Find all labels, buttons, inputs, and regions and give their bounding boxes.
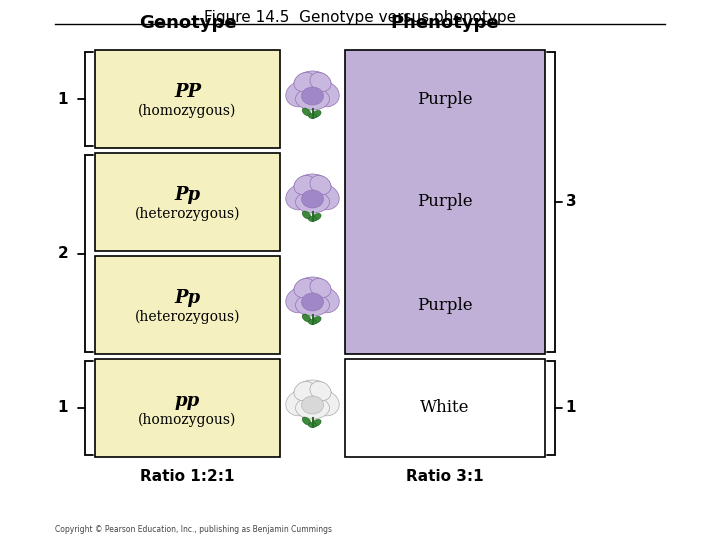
Text: Ratio 3:1: Ratio 3:1: [406, 469, 484, 484]
Ellipse shape: [294, 71, 331, 101]
Text: 1: 1: [58, 401, 68, 415]
Ellipse shape: [308, 320, 317, 325]
FancyBboxPatch shape: [95, 153, 280, 251]
Text: Genotype: Genotype: [139, 14, 236, 32]
Ellipse shape: [294, 72, 315, 92]
Ellipse shape: [302, 190, 323, 208]
FancyBboxPatch shape: [345, 50, 545, 354]
Text: Purple: Purple: [417, 91, 473, 107]
Ellipse shape: [308, 113, 317, 118]
Text: White: White: [420, 400, 469, 416]
Ellipse shape: [310, 184, 339, 210]
Ellipse shape: [302, 293, 323, 311]
Ellipse shape: [302, 108, 311, 116]
Ellipse shape: [310, 279, 331, 298]
Text: 3: 3: [566, 194, 576, 210]
Text: Ratio 1:2:1: Ratio 1:2:1: [140, 469, 235, 484]
Ellipse shape: [286, 287, 315, 313]
FancyBboxPatch shape: [345, 359, 545, 457]
Ellipse shape: [294, 279, 315, 298]
Ellipse shape: [310, 72, 331, 92]
FancyBboxPatch shape: [95, 50, 280, 148]
Ellipse shape: [302, 417, 311, 425]
Text: Purple: Purple: [417, 296, 473, 314]
Ellipse shape: [286, 81, 315, 107]
Text: PP: PP: [174, 83, 201, 101]
Ellipse shape: [310, 81, 339, 107]
Text: 1: 1: [58, 91, 68, 106]
Ellipse shape: [294, 381, 315, 401]
Ellipse shape: [308, 217, 317, 221]
Text: Figure 14.5  Genotype versus phenotype: Figure 14.5 Genotype versus phenotype: [204, 10, 516, 25]
Text: Pp: Pp: [174, 289, 201, 307]
Ellipse shape: [294, 176, 315, 194]
Ellipse shape: [294, 380, 331, 410]
Text: pp: pp: [175, 392, 200, 410]
Text: Pp: Pp: [174, 186, 201, 204]
Ellipse shape: [312, 213, 321, 221]
Ellipse shape: [302, 211, 311, 219]
Text: (homozygous): (homozygous): [138, 413, 237, 427]
Text: 2: 2: [58, 246, 68, 261]
Ellipse shape: [286, 184, 315, 210]
Text: (heterozygous): (heterozygous): [135, 207, 240, 221]
Ellipse shape: [310, 390, 339, 416]
Ellipse shape: [295, 191, 330, 213]
FancyBboxPatch shape: [95, 256, 280, 354]
Ellipse shape: [302, 396, 323, 414]
Text: Phenotype: Phenotype: [391, 14, 499, 32]
Ellipse shape: [295, 294, 330, 316]
Ellipse shape: [295, 397, 330, 419]
Text: (heterozygous): (heterozygous): [135, 310, 240, 324]
Ellipse shape: [312, 420, 321, 427]
Ellipse shape: [308, 422, 317, 428]
Ellipse shape: [310, 381, 331, 401]
Text: Copyright © Pearson Education, Inc., publishing as Benjamin Cummings: Copyright © Pearson Education, Inc., pub…: [55, 525, 332, 534]
Text: (homozygous): (homozygous): [138, 104, 237, 118]
Ellipse shape: [310, 287, 339, 313]
Ellipse shape: [312, 110, 321, 118]
Ellipse shape: [294, 174, 331, 204]
Ellipse shape: [286, 390, 315, 416]
Text: 1: 1: [566, 401, 576, 415]
Ellipse shape: [302, 314, 311, 322]
Ellipse shape: [302, 87, 323, 105]
Ellipse shape: [310, 176, 331, 194]
Text: Purple: Purple: [417, 193, 473, 211]
Ellipse shape: [294, 277, 331, 307]
FancyBboxPatch shape: [95, 359, 280, 457]
Ellipse shape: [295, 88, 330, 110]
Ellipse shape: [312, 316, 321, 323]
